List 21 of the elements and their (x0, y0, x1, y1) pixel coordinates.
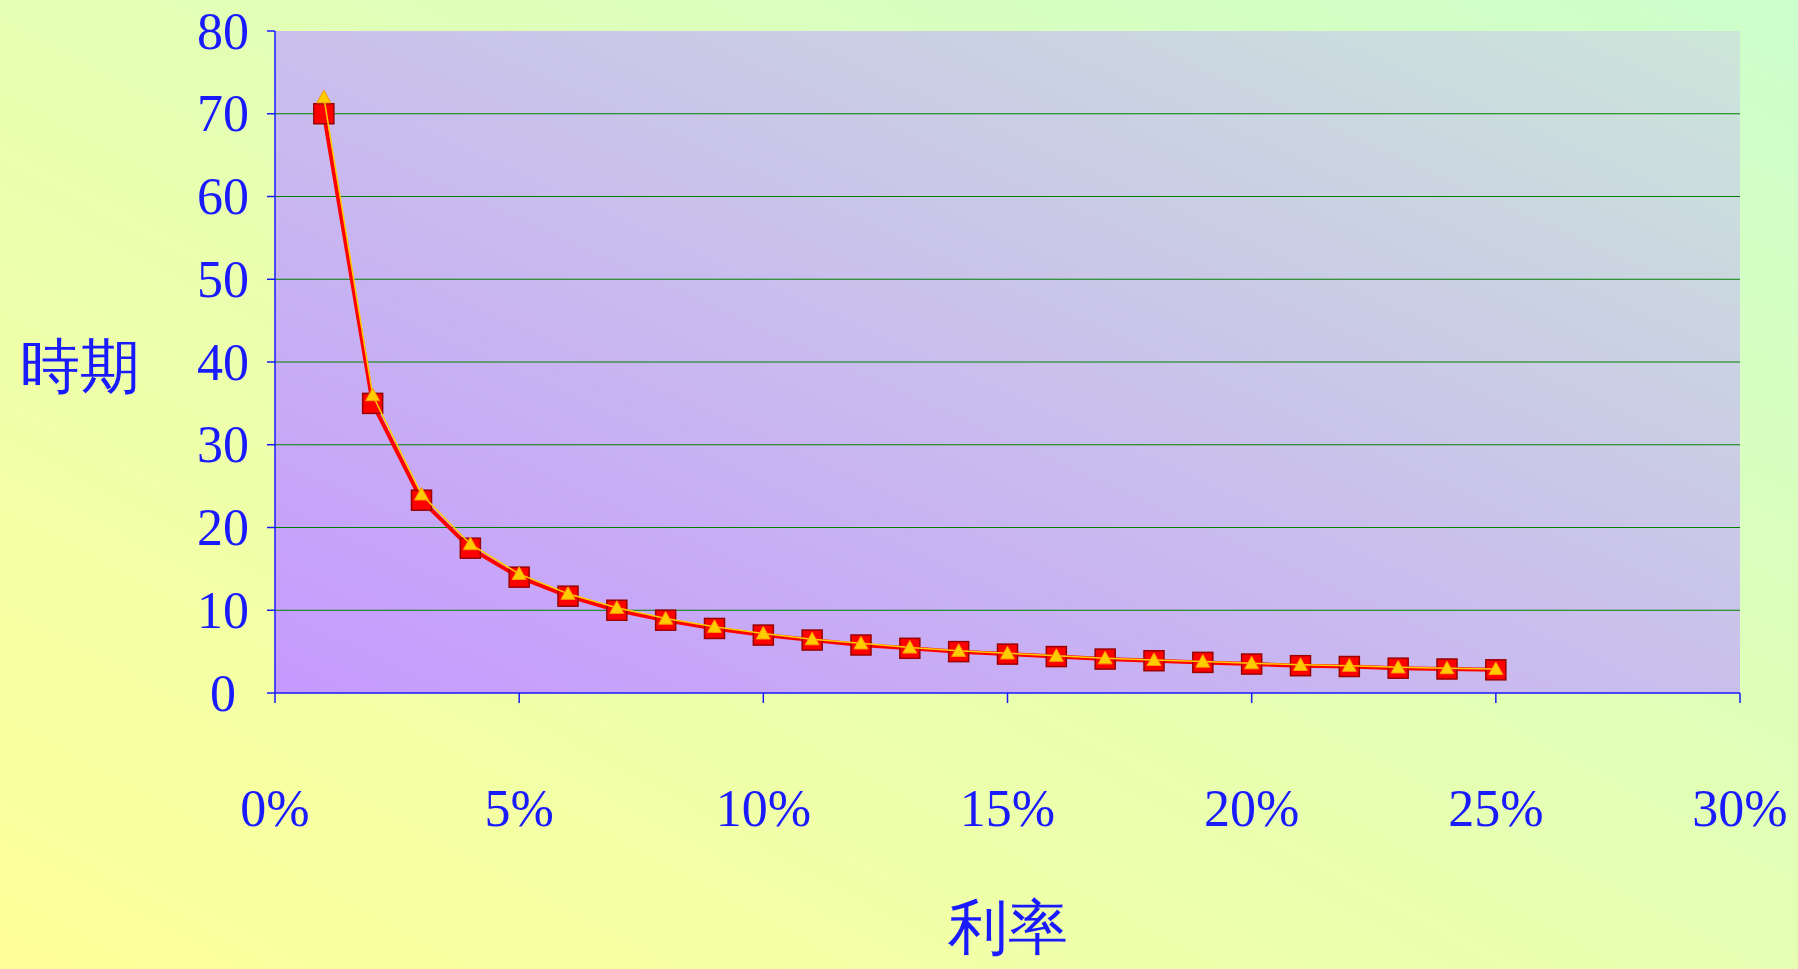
x-tick-label: 30% (1692, 779, 1788, 837)
x-axis-title: 利率 (947, 895, 1068, 961)
y-tick-label: 20 (197, 499, 249, 556)
y-tick-label: 70 (197, 85, 249, 143)
y-tick-label: 0 (210, 664, 236, 722)
y-tick-label: 80 (197, 2, 249, 60)
y-tick-label: 40 (197, 333, 249, 391)
x-tick-label: 15% (959, 779, 1056, 837)
x-tick-label: 20% (1204, 779, 1300, 837)
point (313, 103, 335, 125)
x-tick-label: 0% (240, 779, 310, 837)
x-tick-label: 5% (484, 779, 554, 837)
y-axis-title: 時期 (20, 334, 140, 400)
point (316, 89, 332, 104)
point (365, 387, 381, 402)
y-tick-label: 30 (197, 416, 249, 474)
y-tick-label: 60 (197, 168, 249, 225)
y-tick-label: 10 (197, 581, 249, 639)
x-tick-label: 25% (1448, 779, 1544, 837)
x-tick-label: 10% (715, 779, 811, 837)
y-tick-label: 50 (197, 250, 249, 308)
